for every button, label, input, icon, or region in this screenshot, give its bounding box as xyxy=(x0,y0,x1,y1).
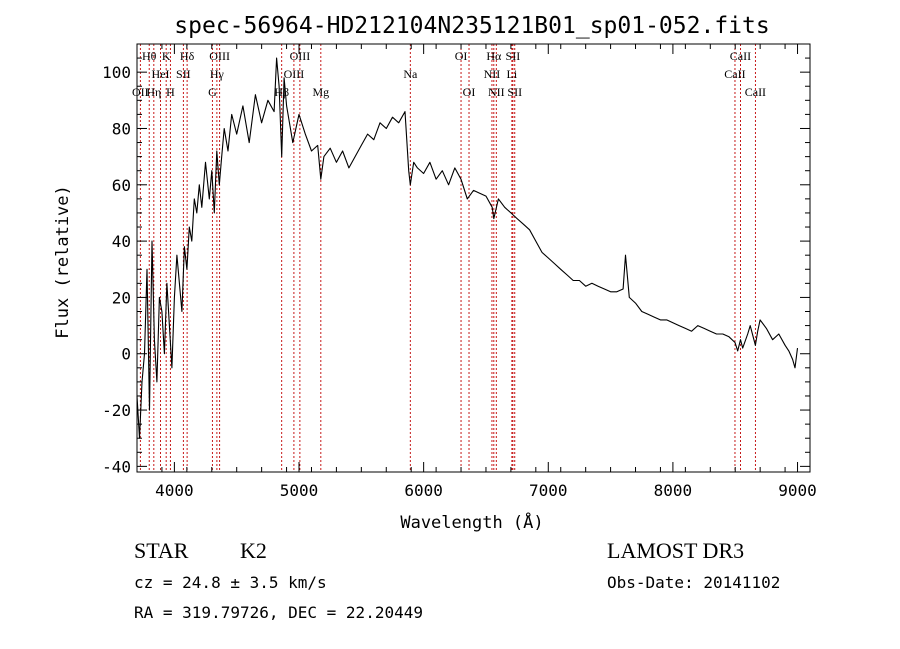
plot-frame xyxy=(136,43,811,473)
x-tick-label: 7000 xyxy=(529,481,568,500)
line-label: SII xyxy=(176,67,191,81)
line-label: Hδ xyxy=(180,49,195,63)
x-tick-label: 4000 xyxy=(155,481,194,500)
line-label: G xyxy=(208,85,217,99)
line-label: SII xyxy=(507,85,522,99)
y-tick-label: 80 xyxy=(112,119,131,138)
line-label: CaII xyxy=(724,67,745,81)
line-label: Hθ xyxy=(142,49,157,63)
x-axis-label: Wavelength (Å) xyxy=(400,511,543,533)
line-label: SII xyxy=(506,49,521,63)
survey-name: LAMOST DR3 xyxy=(607,538,745,563)
line-label: NII xyxy=(488,85,505,99)
line-label: OI xyxy=(463,85,476,99)
object-class: STAR xyxy=(134,538,189,563)
line-label: CaII xyxy=(745,85,766,99)
line-label: Li xyxy=(507,67,518,81)
x-tick-label: 8000 xyxy=(654,481,693,500)
line-label: Mg xyxy=(312,85,329,99)
line-label: K xyxy=(162,49,171,63)
line-label: HeI xyxy=(152,67,170,81)
line-label: OIII xyxy=(290,49,311,63)
spectral-line-markers xyxy=(139,44,756,472)
line-label: CaII xyxy=(730,49,751,63)
line-label: Hα xyxy=(486,49,502,63)
x-tick-label: 5000 xyxy=(280,481,319,500)
line-label: Na xyxy=(403,67,418,81)
redshift-value: cz = 24.8 ± 3.5 km/s xyxy=(134,573,327,592)
x-tick-label: 9000 xyxy=(778,481,817,500)
y-axis-label: Flux (relative) xyxy=(53,185,73,339)
y-tick-label: 100 xyxy=(102,63,131,82)
line-label: OI xyxy=(455,49,468,63)
spectral-subclass: K2 xyxy=(240,538,267,563)
y-tick-label: 60 xyxy=(112,176,131,195)
line-label: OIII xyxy=(284,67,305,81)
y-tick-label: 40 xyxy=(112,232,131,251)
coordinates: RA = 319.79726, DEC = 22.20449 xyxy=(134,603,423,622)
y-tick-label: 0 xyxy=(121,345,131,364)
x-tick-label: 6000 xyxy=(404,481,443,500)
spectrum-line xyxy=(136,57,799,439)
line-label: Hβ xyxy=(274,85,289,99)
y-tick-label: -40 xyxy=(102,457,131,476)
line-label: Hη xyxy=(146,85,161,99)
line-label: NII xyxy=(484,67,501,81)
observation-date: Obs-Date: 20141102 xyxy=(607,573,781,592)
line-label: OIII xyxy=(209,49,230,63)
y-tick-label: 20 xyxy=(112,288,131,307)
chart-title: spec-56964-HD212104N235121B01_sp01-052.f… xyxy=(174,13,769,39)
y-axis-ticks: -40 -20 0 20 40 60 80 100 xyxy=(102,57,810,476)
y-tick-label: -20 xyxy=(102,401,131,420)
line-label: Hγ xyxy=(210,67,225,81)
x-axis-ticks: 4000 5000 6000 7000 8000 9000 xyxy=(136,44,817,500)
line-label: H xyxy=(166,85,175,99)
line-label: OII xyxy=(132,85,149,99)
